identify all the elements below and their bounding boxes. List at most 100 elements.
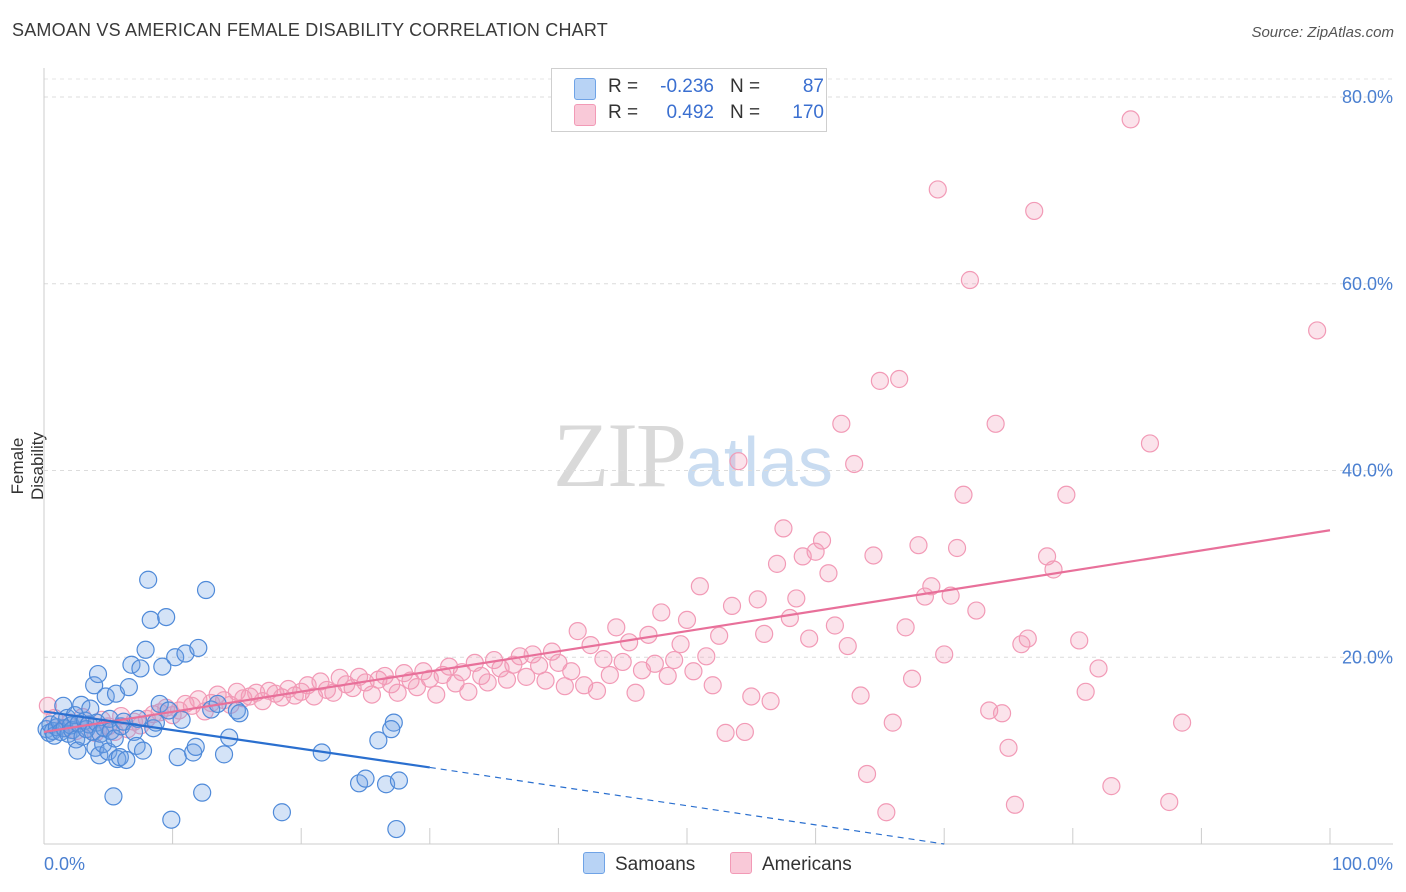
americans-point <box>626 683 645 702</box>
americans-point <box>1057 485 1076 504</box>
samoans-point <box>150 694 169 714</box>
samoans-point <box>196 580 216 600</box>
samoans-point <box>122 655 141 674</box>
americans-point <box>883 713 902 732</box>
samoans-point <box>162 810 181 829</box>
trend-lines <box>43 529 1331 845</box>
americans-point <box>1308 321 1327 340</box>
samoans-points <box>37 570 409 839</box>
americans-point <box>677 610 697 630</box>
samoans-point <box>168 748 187 767</box>
samoans-swatch <box>574 78 596 100</box>
x-tick-label: 0.0% <box>44 854 85 874</box>
americans-point <box>935 645 954 664</box>
samoans-point <box>131 659 150 678</box>
americans-point <box>761 692 780 711</box>
samoans-point <box>186 737 205 756</box>
samoans-point <box>389 771 409 790</box>
americans-point <box>324 683 343 702</box>
americans-point <box>967 601 986 620</box>
y-tick-label: 60.0% <box>1342 274 1393 294</box>
americans-point <box>362 685 382 704</box>
americans-point <box>1102 777 1121 796</box>
samoans-point <box>90 746 109 765</box>
americans-point <box>748 590 767 609</box>
samoans-point <box>136 640 155 659</box>
americans-point <box>568 622 587 641</box>
americans-point <box>825 616 844 635</box>
americans-point <box>613 652 632 672</box>
americans-point <box>639 625 658 644</box>
samoans-point <box>68 741 87 760</box>
americans-point <box>1160 792 1179 812</box>
americans-point <box>800 629 819 648</box>
americans-point <box>690 577 709 596</box>
americans-point <box>922 577 941 596</box>
americans-point <box>1140 434 1160 453</box>
samoans-point <box>104 787 123 806</box>
americans-point <box>549 653 568 672</box>
americans-point <box>1070 631 1089 650</box>
americans-point <box>806 542 825 561</box>
samoans-point <box>369 731 388 750</box>
americans-point <box>812 531 832 550</box>
americans-point <box>517 667 536 686</box>
samoans-point <box>141 610 160 630</box>
correlation-legend: R = -0.236 N = 87 R = 0.492 N = 170 <box>551 68 827 132</box>
americans-point <box>742 687 761 706</box>
americans-point <box>703 676 722 695</box>
americans-point <box>1076 682 1095 701</box>
americans-point <box>472 666 491 686</box>
samoans-point <box>139 570 158 589</box>
americans-point <box>710 626 729 645</box>
americans-point <box>902 669 922 688</box>
americans-point <box>697 647 716 666</box>
americans-point <box>947 538 967 558</box>
watermark-atlas: atlas <box>685 423 833 501</box>
samoans-point <box>230 704 249 723</box>
samoans-point <box>96 687 115 706</box>
samoans-swatch <box>583 852 605 874</box>
samoans-point <box>85 676 104 695</box>
samoans-point <box>119 678 138 697</box>
americans-point <box>587 681 607 700</box>
americans-point <box>1121 110 1140 129</box>
americans-point <box>478 673 497 692</box>
y-tick-label: 80.0% <box>1342 87 1393 107</box>
americans-point <box>1018 629 1037 648</box>
samoans-point <box>387 819 406 839</box>
samoans-point <box>88 664 108 684</box>
americans-point <box>986 414 1005 433</box>
americans-trend-line <box>43 529 1331 734</box>
americans-point <box>780 608 799 628</box>
americans-point <box>388 683 407 702</box>
watermark: ZIPatlas <box>553 402 833 508</box>
samoans-trend-extension <box>429 766 945 845</box>
americans-point <box>819 564 838 583</box>
bottom-legend-americans: Americans <box>730 852 852 876</box>
legend-n-label: N = <box>730 76 761 97</box>
americans-point <box>851 686 870 705</box>
americans-point <box>877 803 896 822</box>
samoans-point <box>193 783 212 802</box>
americans-point <box>954 485 973 504</box>
americans-swatch <box>574 104 596 126</box>
americans-point <box>446 674 465 693</box>
chart-title: SAMOAN VS AMERICAN FEMALE DISABILITY COR… <box>12 20 608 40</box>
americans-point <box>722 596 742 615</box>
americans-point <box>845 454 864 474</box>
americans-point <box>658 666 677 686</box>
legend-r-label: R = <box>608 76 639 97</box>
americans-point <box>729 452 748 471</box>
americans-point <box>600 665 619 685</box>
americans-point <box>838 636 857 656</box>
samoans-trend-line <box>43 710 430 769</box>
americans-point <box>755 624 774 644</box>
samoans-point <box>189 638 208 658</box>
americans-point <box>735 722 754 742</box>
samoans-point <box>172 710 191 729</box>
americans-point <box>562 662 581 681</box>
legend-r-value: 0.492 <box>666 102 714 123</box>
americans-point <box>459 682 478 701</box>
